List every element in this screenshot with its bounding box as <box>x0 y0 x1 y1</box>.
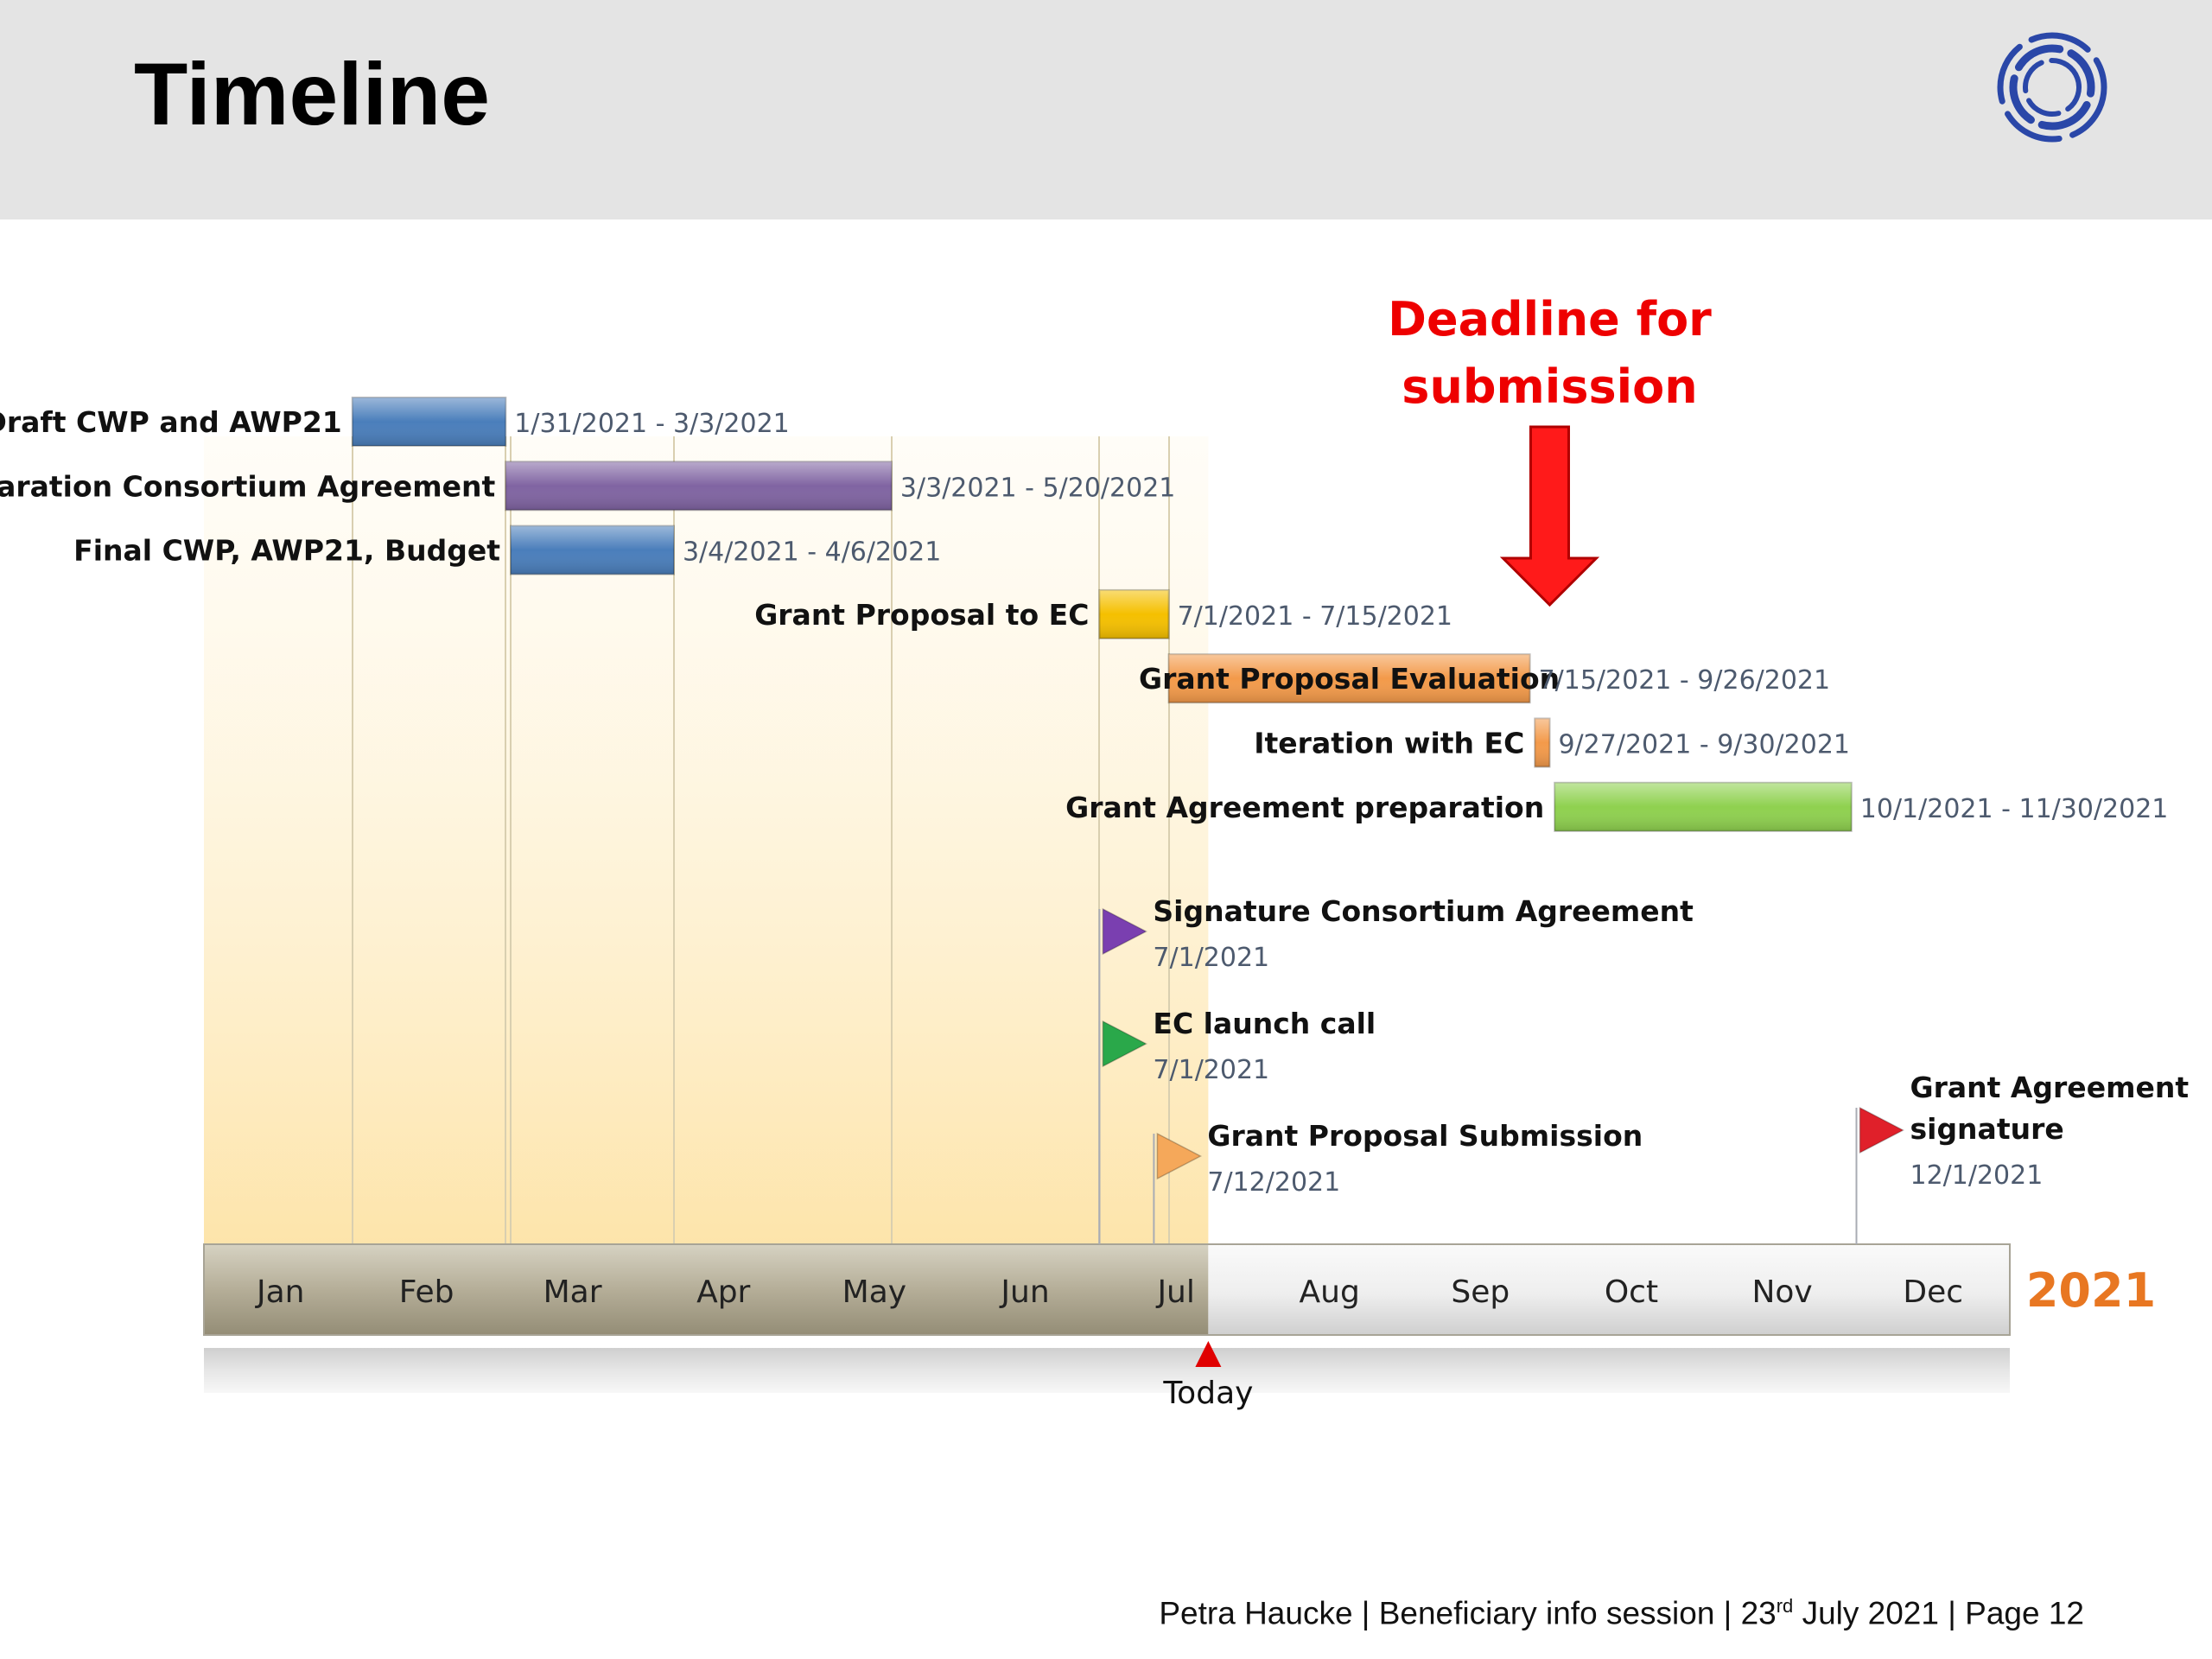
slide-header <box>0 0 2212 219</box>
today-marker-icon <box>1195 1341 1222 1367</box>
footer-separator: | <box>1938 1595 1966 1631</box>
milestone-flag-icon <box>1156 1132 1203 1180</box>
milestone-flag-icon <box>1102 907 1148 956</box>
task-date-label: 10/1/2021 - 11/30/2021 <box>1860 794 2169 824</box>
month-tick-label: Mar <box>543 1274 602 1310</box>
task-name-label: Grant Agreement preparation <box>1065 791 1544 824</box>
footer-date-suffix: rd <box>1776 1595 1794 1617</box>
task-name-label: Preparation Consortium Agreement <box>0 469 495 503</box>
task-date-label: 3/4/2021 - 4/6/2021 <box>683 537 941 568</box>
milestone-name-label: signature <box>1910 1112 2063 1146</box>
year-label: 2021 <box>2026 1263 2156 1318</box>
month-tick-label: Apr <box>696 1274 750 1310</box>
month-tick-label: Aug <box>1300 1274 1360 1310</box>
task-date-label: 1/31/2021 - 3/3/2021 <box>514 409 789 439</box>
milestone-date-label: 7/12/2021 <box>1207 1167 1340 1198</box>
task-bar-gloss <box>1168 654 1530 703</box>
footer-page: Page 12 <box>1965 1595 2084 1631</box>
milestone-date-label: 12/1/2021 <box>1910 1160 2043 1191</box>
task-name-label: Draft CWP and AWP21 <box>0 405 342 439</box>
task-bar-gloss <box>1535 718 1550 767</box>
task-date-label: 3/3/2021 - 5/20/2021 <box>900 473 1175 503</box>
month-tick-label: Nov <box>1751 1274 1812 1310</box>
task-date-label: 9/27/2021 - 9/30/2021 <box>1558 730 1850 760</box>
footer-separator: | <box>1352 1595 1379 1631</box>
milestone-name-label: Grant Agreement <box>1910 1071 2189 1104</box>
task-bar-gloss <box>1099 589 1169 639</box>
milestone-name-label: Grant Proposal Submission <box>1207 1119 1643 1153</box>
month-tick-label: May <box>842 1274 906 1310</box>
milestone-flag-icon <box>1859 1106 1905 1154</box>
month-tick-label: Jun <box>999 1274 1049 1310</box>
deadline-callout-line2: submission <box>1402 359 1697 414</box>
task-name-label: Iteration with EC <box>1254 727 1524 760</box>
milestone-name-label: Signature Consortium Agreement <box>1153 894 1694 928</box>
today-label: Today <box>1162 1376 1253 1411</box>
axis-future-segment <box>1208 1244 2010 1335</box>
deadline-callout-line1: Deadline for <box>1388 292 1712 346</box>
task-date-label: 7/1/2021 - 7/15/2021 <box>1178 601 1452 632</box>
slide-footer: Petra Haucke | Beneficiary info session … <box>1159 1595 2084 1631</box>
milestone-date-label: 7/1/2021 <box>1153 1055 1269 1085</box>
footer-date-rest: July 2021 <box>1793 1595 1939 1631</box>
task-bar-gloss <box>505 461 892 511</box>
elapsed-time-shading <box>204 436 1209 1244</box>
axis-border <box>203 1243 2011 1336</box>
footer-event: Beneficiary info session <box>1378 1595 1715 1631</box>
month-tick-label: Oct <box>1605 1274 1658 1310</box>
milestone-flag-icon <box>1102 1020 1148 1068</box>
task-bar-gloss <box>511 525 674 575</box>
axis-past-segment <box>204 1244 1209 1335</box>
axis-shadow-bar <box>204 1348 2010 1393</box>
task-name-label: Grant Proposal to EC <box>754 598 1089 632</box>
deadline-arrow-icon <box>1499 425 1600 607</box>
milestone-name-label: EC launch call <box>1153 1007 1376 1040</box>
task-name-label: Grant Proposal Evaluation <box>1139 662 1560 696</box>
task-name-label: Final CWP, AWP21, Budget <box>73 534 500 568</box>
task-bar-gloss <box>352 397 506 446</box>
organization-logo-icon <box>1997 32 2107 143</box>
footer-presenter: Petra Haucke <box>1159 1595 1353 1631</box>
slide-title: Timeline <box>134 45 490 143</box>
month-tick-label: Jan <box>255 1274 305 1310</box>
month-tick-label: Jul <box>1155 1274 1194 1310</box>
month-tick-label: Feb <box>399 1274 454 1310</box>
task-bar-gloss <box>1554 782 1852 831</box>
footer-date-day: 23 <box>1740 1595 1777 1631</box>
task-date-label: 7/15/2021 - 9/26/2021 <box>1539 665 1831 696</box>
month-tick-label: Dec <box>1903 1274 1963 1310</box>
milestone-date-label: 7/1/2021 <box>1153 943 1269 973</box>
footer-separator: | <box>1714 1595 1741 1631</box>
month-tick-label: Sep <box>1451 1274 1510 1310</box>
